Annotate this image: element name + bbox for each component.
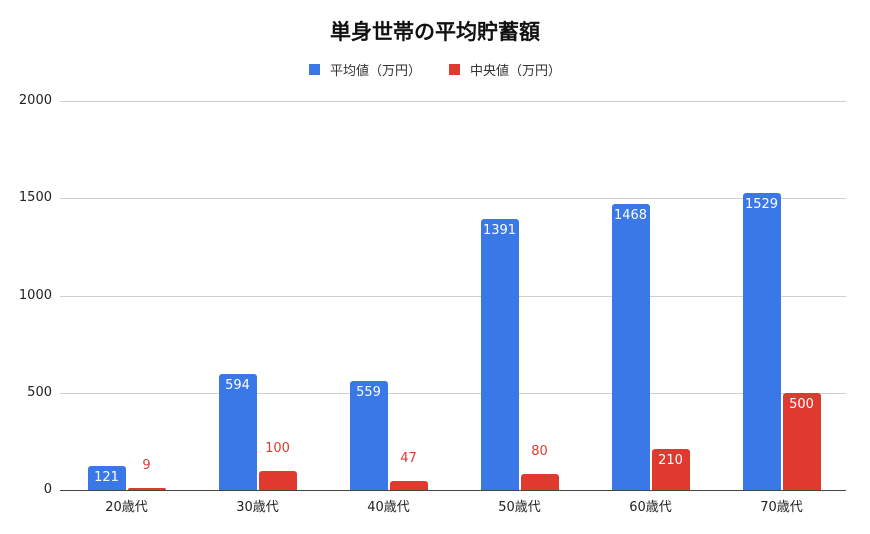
bar-mean[interactable] [480,219,519,490]
data-label: 100 [265,440,290,456]
x-tick-label: 70歳代 [760,500,803,515]
bar-median[interactable] [651,449,690,490]
data-label: 210 [658,453,683,469]
bar-mean[interactable] [218,374,257,490]
bar-median[interactable] [782,392,821,490]
legend-item-mean[interactable]: 平均値（万円） [308,60,421,79]
data-label: 9 [142,458,151,473]
x-tick-label: 40歳代 [367,500,410,515]
y-tick-label: 1000 [18,288,52,303]
data-label: 1391 [482,223,517,239]
bar-mean[interactable] [742,192,781,490]
bar-median[interactable] [520,474,559,490]
bar-mean[interactable] [87,466,126,490]
chart-title: 単身世帯の平均貯蓄額 [330,20,540,44]
gridline [60,101,846,102]
data-label: 47 [400,450,417,466]
bar-median[interactable] [127,488,166,490]
bar-median[interactable] [389,480,428,490]
y-tick-label: 500 [27,385,52,400]
data-label: 559 [356,385,381,401]
gridline [60,393,846,394]
data-label: 121 [94,470,119,486]
bar-mean[interactable] [611,204,650,490]
legend-label-mean: 平均値（万円） [329,64,421,79]
y-tick-label: 2000 [18,93,52,108]
y-tick-label: 0 [43,482,52,497]
data-label: 1529 [744,196,779,212]
bar-mean[interactable] [349,381,388,490]
legend-swatch-mean [308,64,320,75]
y-tick-label: 1500 [18,190,52,205]
gridline [60,296,846,297]
x-axis-line [60,490,846,491]
x-tick-label: 30歳代 [236,500,279,515]
x-tick-label: 20歳代 [105,500,148,515]
legend-swatch-median [449,64,460,75]
bar-median[interactable] [258,470,297,490]
data-label: 594 [225,378,250,394]
data-label: 500 [789,396,814,412]
data-label: 80 [531,444,548,460]
legend-label-median: 中央値（万円） [470,64,562,79]
x-tick-label: 50歳代 [498,500,541,515]
data-label: 1468 [613,208,648,224]
legend-item-median[interactable]: 中央値（万円） [449,60,561,79]
legend: 平均値（万円） 中央値（万円） [0,60,870,79]
x-tick-label: 60歳代 [629,500,672,515]
gridline [60,198,846,199]
